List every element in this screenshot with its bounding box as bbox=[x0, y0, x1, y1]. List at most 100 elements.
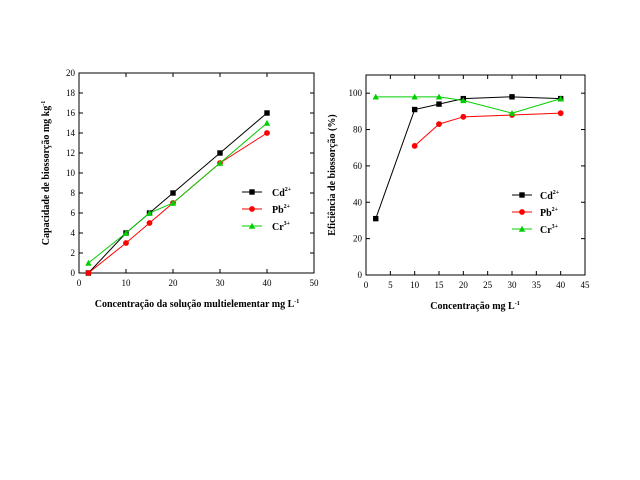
data-point bbox=[217, 150, 223, 156]
series-cd bbox=[85, 110, 270, 276]
series-cr bbox=[85, 119, 271, 266]
legend-item-cd: Cd2+ bbox=[512, 190, 560, 202]
data-point bbox=[509, 94, 515, 100]
legend-marker bbox=[249, 206, 255, 212]
x-axis-title: Concentração mg L-1 bbox=[430, 301, 519, 312]
legend-label-sup: 2+ bbox=[552, 207, 559, 213]
x-tick-label: 5 bbox=[388, 280, 393, 290]
data-point bbox=[508, 109, 516, 116]
legend-marker bbox=[519, 209, 525, 215]
chart-2: 0 5 10 15 20 25 30 35 40 45 0 20 40 60 80 100 Concentraç… bbox=[327, 74, 591, 312]
data-point bbox=[123, 240, 129, 246]
legend-label-text: Pb bbox=[272, 205, 284, 216]
legend-label-text: Pb bbox=[540, 208, 552, 219]
legend-label-text: Cr bbox=[272, 222, 284, 233]
series-cr bbox=[372, 93, 564, 116]
data-point bbox=[411, 93, 418, 100]
legend-label: Cr3+ bbox=[540, 224, 559, 236]
legend-label: Cd2+ bbox=[540, 190, 560, 202]
x-tick-label: 50 bbox=[310, 278, 320, 288]
x-tick-label: 45 bbox=[581, 280, 591, 290]
series-line bbox=[88, 122, 268, 264]
data-point bbox=[460, 113, 467, 120]
legend-label-text: Cr bbox=[540, 225, 552, 236]
legend-item-pb: Pb2+ bbox=[242, 204, 291, 216]
legend-label-sup: 3+ bbox=[284, 221, 291, 227]
data-point bbox=[170, 190, 176, 196]
legend-marker bbox=[519, 192, 525, 198]
x-tick-label: 30 bbox=[508, 280, 518, 290]
legend-label: Pb2+ bbox=[272, 204, 291, 216]
x-tick-label: 15 bbox=[435, 280, 445, 290]
legend-label: Cr3+ bbox=[272, 221, 291, 233]
legend-label-sup: 2+ bbox=[285, 187, 292, 193]
data-point bbox=[169, 199, 177, 206]
y-axis-title-text: Capacidade de biossorção mg kg bbox=[41, 106, 52, 245]
series-line bbox=[88, 112, 268, 274]
data-point bbox=[264, 130, 270, 136]
series-line bbox=[375, 96, 561, 114]
data-point bbox=[411, 143, 418, 149]
y-tick-label: 16 bbox=[66, 108, 76, 118]
y-tick-label: 60 bbox=[353, 161, 363, 171]
data-point bbox=[436, 101, 442, 107]
legend-label: Cd2+ bbox=[272, 187, 292, 199]
legend-marker bbox=[248, 222, 256, 229]
data-point bbox=[435, 93, 443, 100]
x-axis-title: Concentração da solução multielementar m… bbox=[95, 299, 300, 310]
y-tick-label: 10 bbox=[66, 168, 76, 178]
chart-1: 0 10 20 30 40 50 0 2 4 6 8 10 12 14 16 18 20 Concentração… bbox=[41, 68, 319, 310]
y-tick-label: 100 bbox=[349, 88, 363, 98]
plot-frame bbox=[365, 74, 586, 276]
x-axis-title-sup: -1 bbox=[515, 301, 520, 307]
series-pb bbox=[411, 110, 564, 149]
legend-item-cd: Cd2+ bbox=[242, 187, 292, 199]
data-point bbox=[436, 121, 442, 127]
y-tick-label: 40 bbox=[353, 197, 363, 207]
x-tick-label: 10 bbox=[410, 280, 420, 290]
x-tick-label: 0 bbox=[77, 278, 82, 288]
legend-item-cr: Cr3+ bbox=[242, 221, 291, 233]
y-tick-label: 20 bbox=[66, 68, 76, 78]
legend-label-text: Cd bbox=[272, 188, 285, 199]
y-axis-title: Capacidade de biossorção mg kg-1 bbox=[41, 101, 52, 245]
y-axis-title-sup: -1 bbox=[41, 101, 47, 106]
series-line bbox=[414, 112, 561, 147]
y-axis-title: Eficiência de biossorção (%) bbox=[327, 114, 338, 235]
legend-label-sup: 2+ bbox=[553, 190, 560, 196]
y-axis-title-text: Eficiência de biossorção (%) bbox=[327, 114, 338, 235]
y-tick-label: 0 bbox=[71, 268, 76, 278]
legend-item-pb: Pb2+ bbox=[512, 207, 559, 219]
y-tick-label: 20 bbox=[353, 234, 363, 244]
y-tick-label: 18 bbox=[66, 88, 76, 98]
data-point bbox=[85, 270, 92, 276]
data-point bbox=[85, 259, 92, 266]
x-tick-label: 40 bbox=[556, 280, 566, 290]
x-axis-title-text: Concentração da solução multielementar m… bbox=[95, 299, 295, 310]
y-tick-label: 14 bbox=[66, 128, 76, 138]
series-pb bbox=[85, 130, 270, 276]
y-tick-label: 8 bbox=[71, 188, 76, 198]
x-axis-title-sup: -1 bbox=[294, 299, 299, 305]
x-tick-label: 20 bbox=[459, 280, 469, 290]
x-tick-label: 0 bbox=[364, 280, 369, 290]
series-line bbox=[88, 132, 268, 274]
legend-label-sup: 3+ bbox=[552, 224, 559, 230]
x-axis-title-text: Concentração mg L bbox=[430, 301, 515, 312]
data-point bbox=[122, 229, 130, 236]
legend-marker bbox=[249, 189, 255, 195]
y-tick-label: 0 bbox=[358, 270, 363, 280]
data-point bbox=[216, 159, 224, 166]
x-tick-label: 40 bbox=[263, 278, 273, 288]
y-tick-label: 4 bbox=[71, 228, 76, 238]
x-tick-label: 10 bbox=[122, 278, 132, 288]
x-tick-label: 20 bbox=[169, 278, 179, 288]
legend-item-cr: Cr3+ bbox=[512, 224, 559, 236]
series-cd bbox=[373, 94, 564, 222]
y-tick-label: 12 bbox=[66, 148, 75, 158]
x-tick-label: 35 bbox=[532, 280, 542, 290]
y-tick-label: 2 bbox=[71, 248, 76, 258]
series-line bbox=[375, 96, 561, 219]
x-tick-label: 25 bbox=[483, 280, 493, 290]
x-tick-label: 30 bbox=[216, 278, 226, 288]
